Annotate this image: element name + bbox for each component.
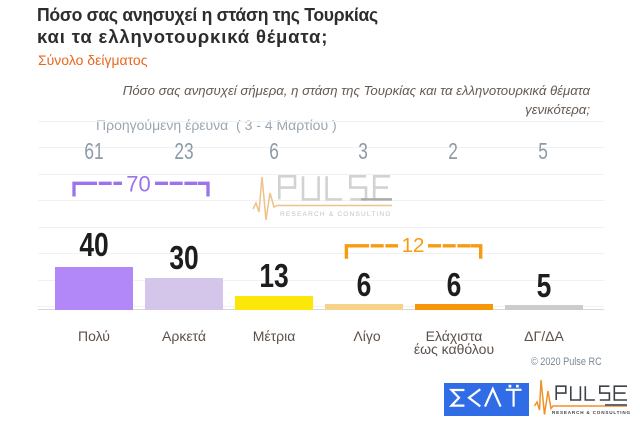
svg-text:12: 12 [402,236,425,257]
svg-text:RESEARCH & CONSULTING: RESEARCH & CONSULTING [280,211,392,218]
svg-text:RESEARCH & CONSULTING: RESEARCH & CONSULTING [552,410,631,415]
svg-text:70: 70 [126,173,150,197]
